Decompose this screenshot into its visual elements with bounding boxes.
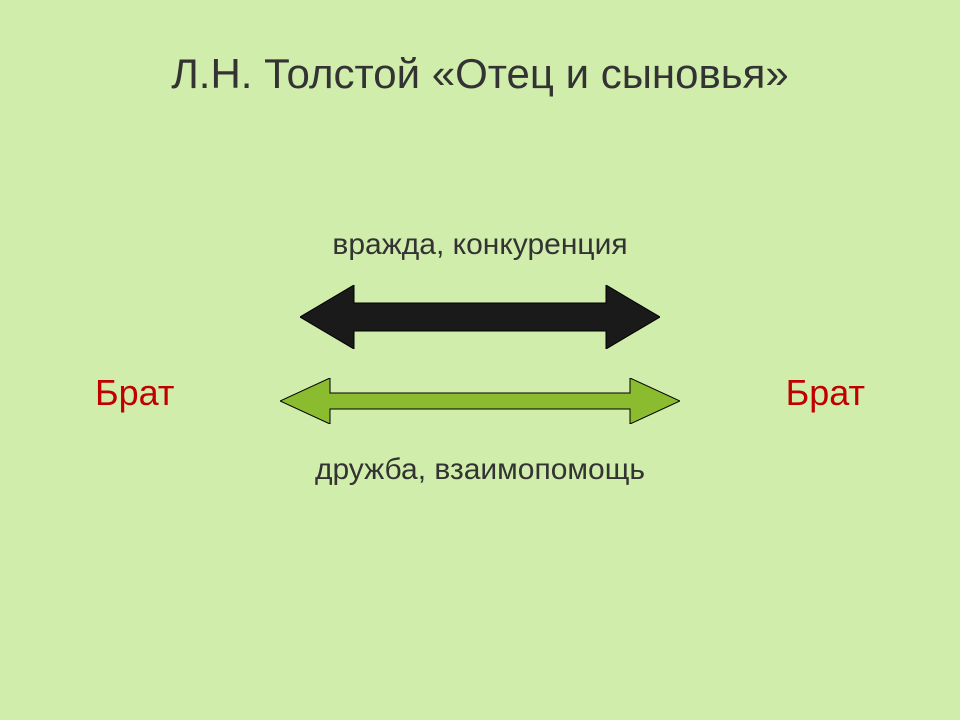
arrow-bottom-wrap [0,378,960,424]
double-arrow-top-icon [300,285,660,349]
arrow-top-wrap [0,285,960,349]
double-arrow-bottom-icon [280,378,680,424]
bottom-relation-label: дружба, взаимопомощь [0,453,960,487]
top-relation-label: вражда, конкуренция [0,228,960,262]
page-title: Л.Н. Толстой «Отец и сыновья» [0,50,960,98]
